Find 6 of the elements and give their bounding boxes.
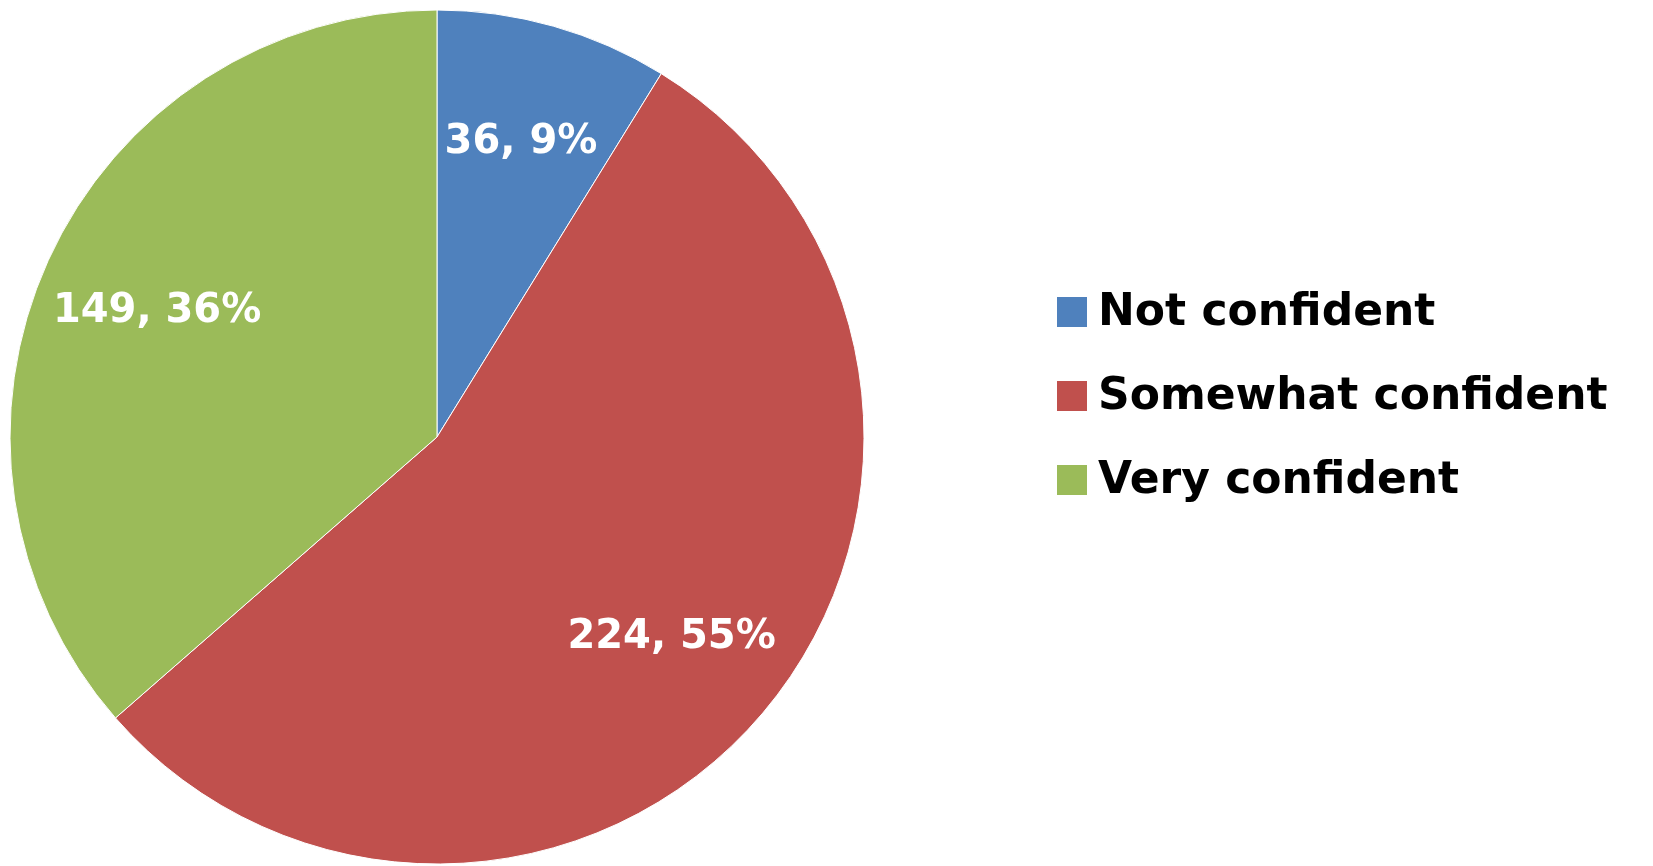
legend-label: Very confident <box>1098 452 1460 503</box>
data-label: 36, 9% <box>444 116 598 163</box>
data-label: 224, 55% <box>567 610 776 657</box>
legend-label: Somewhat confident <box>1098 368 1608 419</box>
legend-label: Not confident <box>1098 284 1436 335</box>
data-label: 149, 36% <box>52 284 262 331</box>
